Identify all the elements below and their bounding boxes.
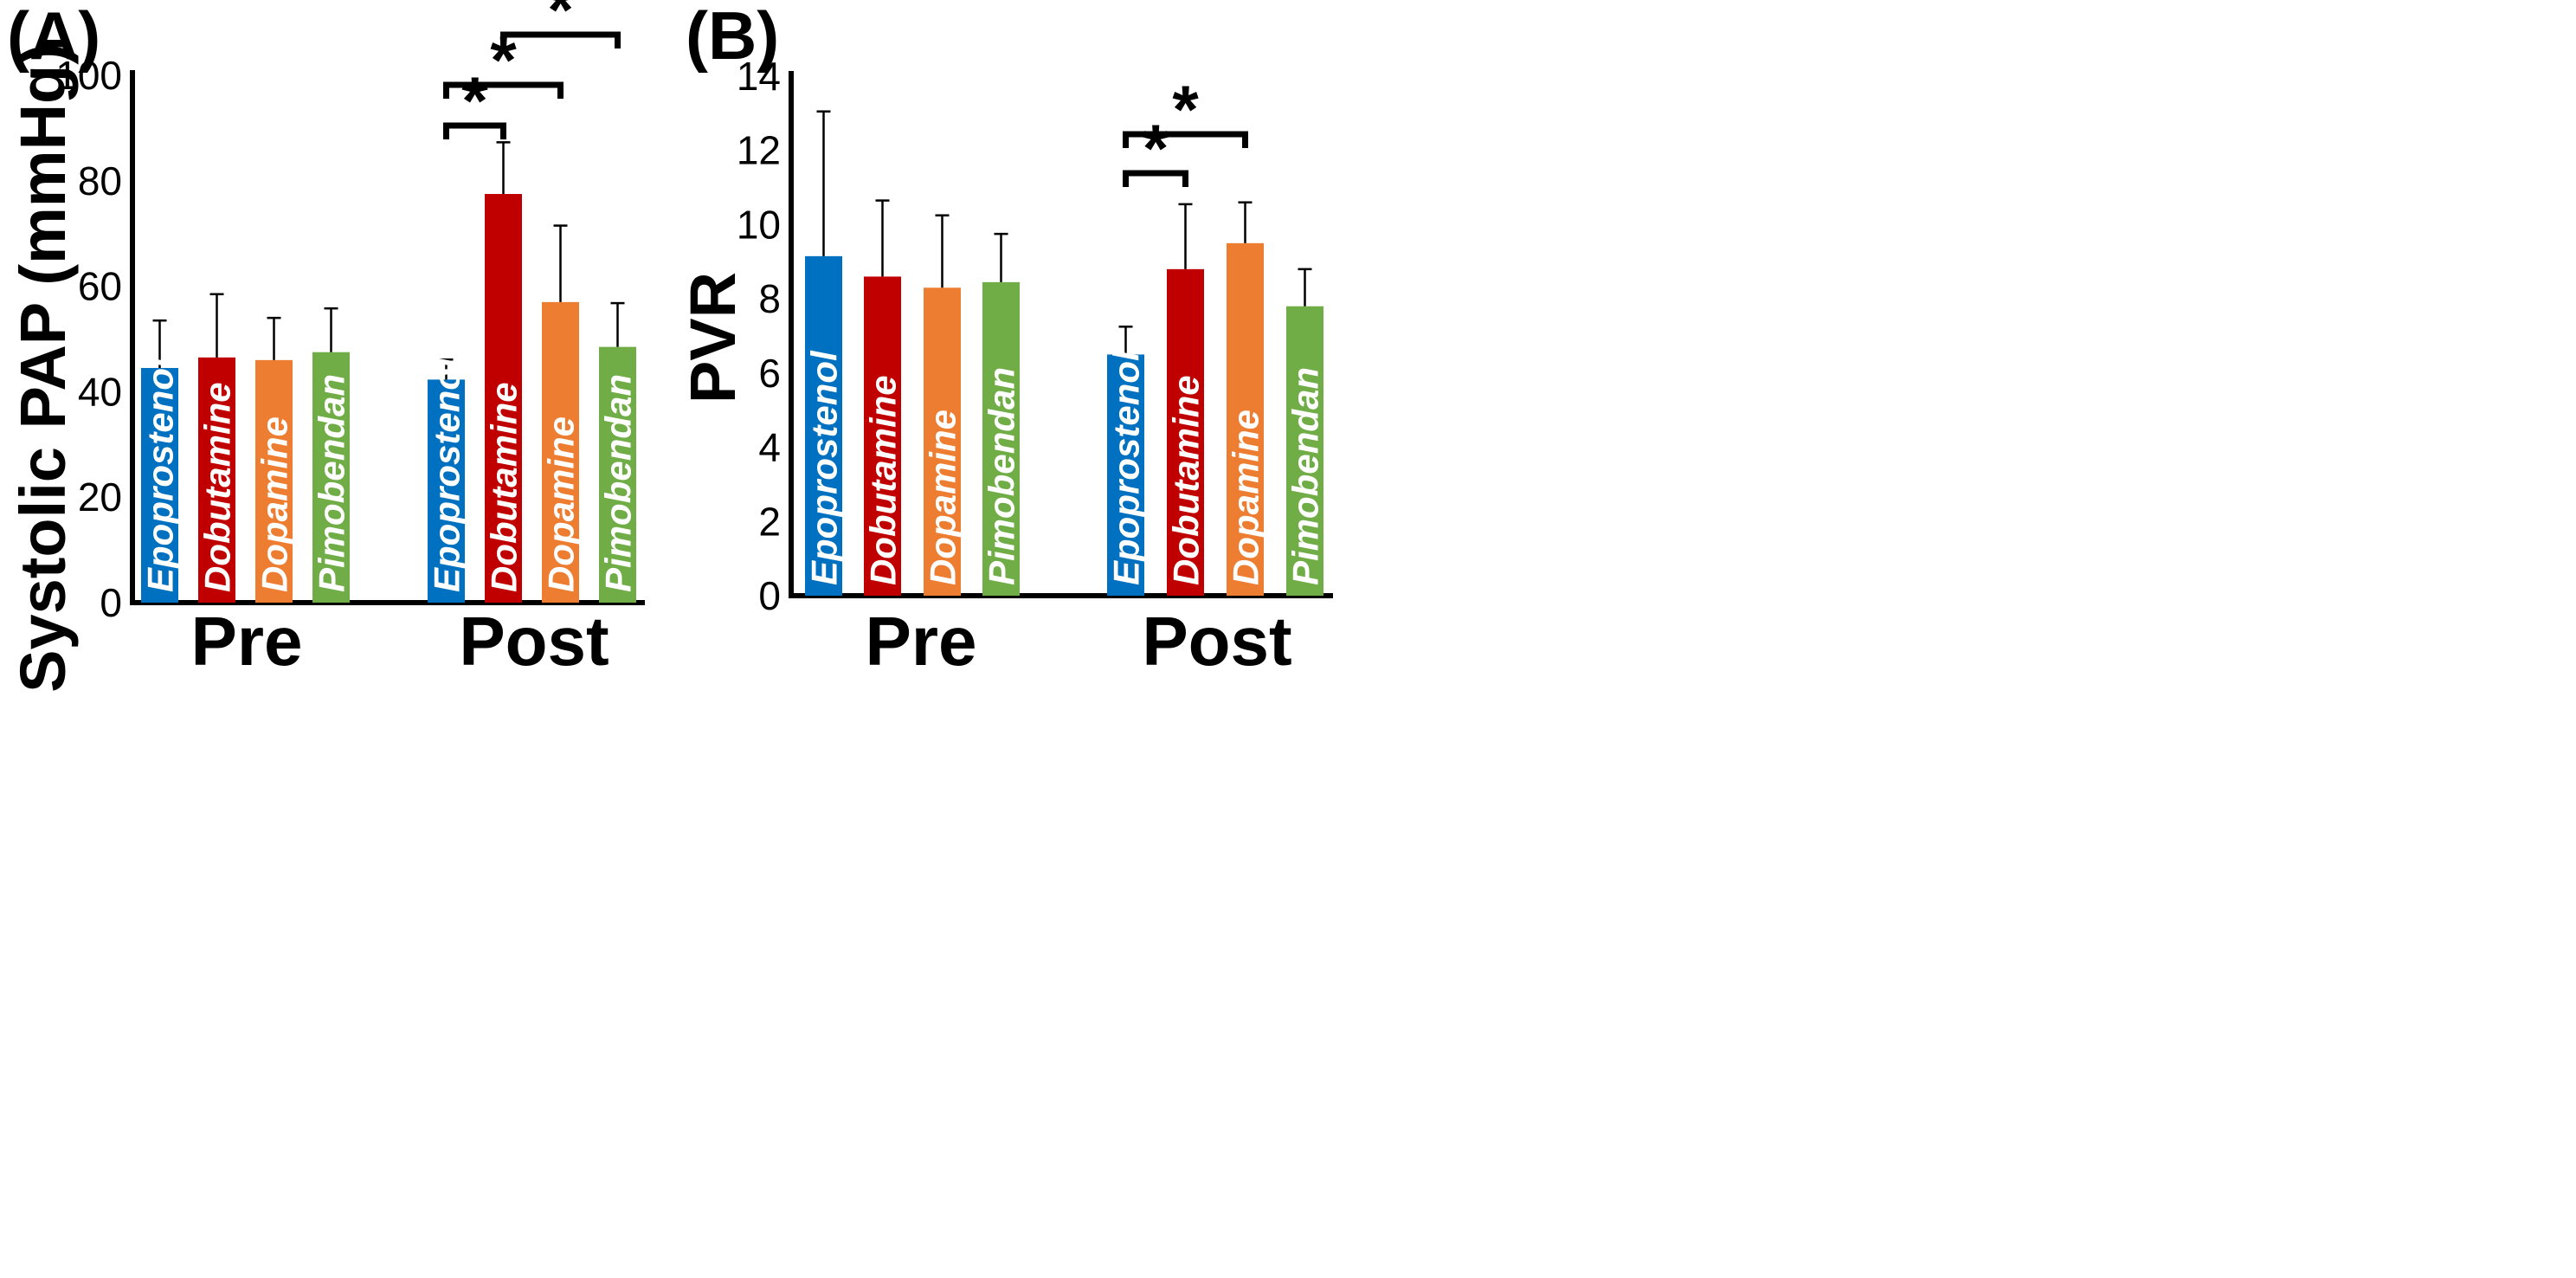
bar-pre-epoprostenol (805, 255, 842, 596)
bar-post-dobutamine (1167, 268, 1204, 596)
y-tick-label: 2 (758, 499, 781, 544)
bar-post-dopamine (1227, 242, 1264, 596)
bar-pre-dopamine (255, 359, 293, 603)
bar-label-post-dobutamine: Dobutamine (484, 382, 525, 592)
y-tick-label: 0 (100, 580, 122, 625)
bar-pre-dopamine (924, 287, 961, 596)
bar-pre-dobutamine (198, 357, 235, 603)
y-tick-label: 14 (737, 54, 781, 99)
bar-label-pre-dobutamine: Dobutamine (863, 375, 904, 585)
bar-label-pre-dopamine: Dopamine (923, 410, 963, 585)
bar-label-pre-epoprostenol: Epoprostenol (140, 357, 181, 592)
chart-panel-a: (A)Systolic PAP (mmHg) 0 20 40 60 80 100 Pre Pos… (7, 0, 645, 693)
significance-star: * (547, 0, 574, 48)
y-tick-label: 8 (758, 276, 781, 321)
bar-pre-epoprostenol (141, 367, 178, 603)
y-tick-label: 4 (758, 425, 781, 470)
y-tick-label: 6 (758, 351, 781, 396)
y-axis-title: Systolic PAP (mmHg) (7, 43, 79, 693)
bar-label-pre-pimobendan: Pimobendan (312, 374, 352, 592)
significance-bracket (1123, 170, 1188, 187)
y-tick-label: 12 (737, 128, 781, 173)
bar-pre-pimobendan (312, 352, 350, 603)
bar-label-post-pimobendan: Pimobendan (598, 374, 639, 592)
significance-star: * (461, 62, 488, 139)
bar-label-pre-epoprostenol: Epoprostenol (804, 350, 845, 585)
chart-panel-b: (B) PVR 0 2 4 6 8 10 12 14 Pre Post Epoprostenol Dobu… (677, 0, 1333, 680)
group-label-pre: Pre (191, 603, 303, 680)
significance-star: * (1172, 71, 1199, 147)
y-tick-label: 0 (758, 573, 781, 618)
group-label-post: Post (459, 603, 609, 680)
group-label-post: Post (1142, 603, 1291, 680)
y-axis-title: PVR (677, 272, 749, 403)
significance-star: * (1143, 110, 1169, 186)
bar-label-post-epoprostenol: Epoprostenol (1106, 350, 1147, 585)
bar-label-post-dobutamine: Dobutamine (1166, 375, 1207, 585)
bar-post-dopamine (542, 301, 579, 603)
bar-post-pimobendan (599, 346, 636, 603)
bar-post-epoprostenol (1107, 354, 1144, 596)
bar-pre-pimobendan (982, 281, 1020, 596)
bar-label-post-dopamine: Dopamine (541, 416, 582, 592)
y-tick-label: 10 (737, 202, 781, 247)
bar-post-dobutamine (485, 194, 522, 603)
bar-label-post-epoprostenol: Epoprostenol (427, 357, 467, 592)
significance-bracket (1123, 131, 1248, 148)
bar-label-post-pimobendan: Pimobendan (1285, 367, 1326, 585)
y-tick-label: 100 (55, 53, 122, 98)
significance-bracket (443, 81, 564, 99)
panel-label: (B) (686, 0, 779, 74)
bar-label-pre-dobutamine: Dobutamine (197, 382, 238, 592)
bar-post-pimobendan (1286, 306, 1323, 596)
significance-bracket (443, 122, 506, 139)
bar-post-epoprostenol (428, 379, 465, 603)
bar-label-post-dopamine: Dopamine (1226, 410, 1266, 585)
y-tick-label: 60 (78, 264, 122, 309)
bar-label-pre-dopamine: Dopamine (254, 416, 295, 592)
significance-bracket (500, 31, 621, 48)
y-tick-label: 20 (78, 474, 122, 520)
panel-label: (A) (7, 0, 100, 74)
group-label-pre: Pre (866, 603, 977, 680)
y-tick-label: 80 (78, 158, 122, 203)
bar-label-pre-pimobendan: Pimobendan (982, 367, 1022, 585)
bar-pre-dobutamine (864, 276, 901, 596)
y-tick-label: 40 (78, 369, 122, 414)
